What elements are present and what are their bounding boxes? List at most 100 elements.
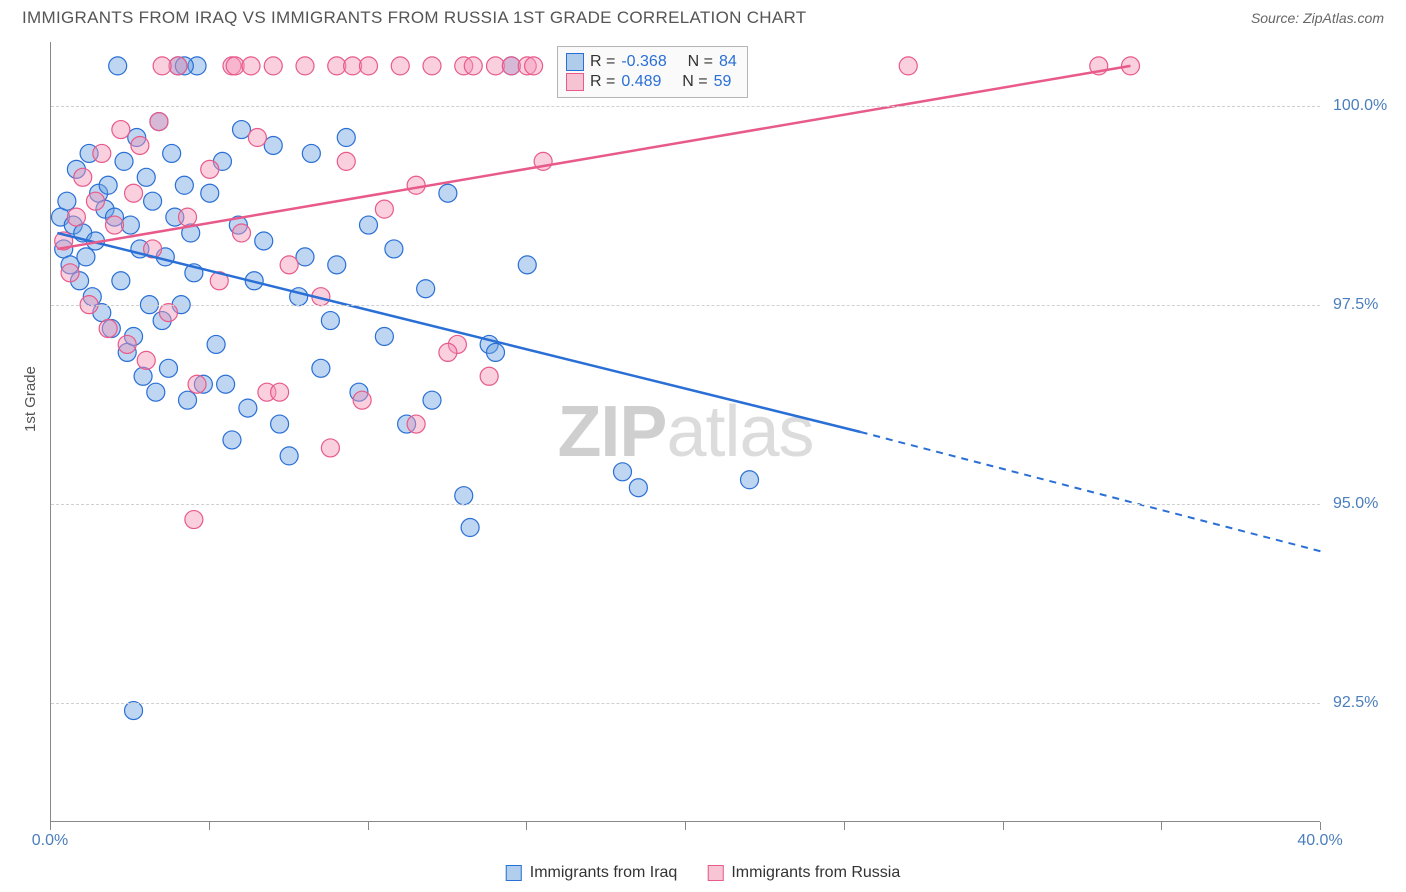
scatter-point-iraq	[487, 343, 505, 361]
scatter-point-iraq	[115, 152, 133, 170]
scatter-point-iraq	[271, 415, 289, 433]
x-tick-mark	[50, 822, 51, 830]
legend-r-value: -0.368	[621, 53, 666, 71]
scatter-point-iraq	[99, 176, 117, 194]
scatter-point-russia	[525, 57, 543, 75]
x-tick-label: 40.0%	[1297, 832, 1342, 850]
scatter-point-iraq	[360, 216, 378, 234]
scatter-point-iraq	[112, 272, 130, 290]
scatter-point-iraq	[147, 383, 165, 401]
scatter-point-russia	[99, 320, 117, 338]
legend-n-label: N =	[682, 73, 707, 91]
scatter-point-iraq	[614, 463, 632, 481]
scatter-point-russia	[899, 57, 917, 75]
scatter-point-iraq	[217, 375, 235, 393]
scatter-point-iraq	[159, 359, 177, 377]
scatter-point-russia	[61, 264, 79, 282]
legend-swatch	[566, 73, 584, 91]
plot-area: ZIPatlas R = -0.368 N = 84 R = 0.489 N =…	[50, 42, 1320, 822]
scatter-point-iraq	[461, 519, 479, 537]
y-axis-label: 1st Grade	[22, 366, 39, 432]
legend-n-value: 59	[714, 73, 732, 91]
scatter-point-iraq	[233, 121, 251, 139]
series-legend: Immigrants from Iraq Immigrants from Rus…	[506, 864, 901, 882]
scatter-point-russia	[280, 256, 298, 274]
legend-label: Immigrants from Iraq	[530, 864, 678, 882]
scatter-point-iraq	[296, 248, 314, 266]
scatter-point-russia	[179, 208, 197, 226]
scatter-point-russia	[106, 216, 124, 234]
scatter-point-iraq	[58, 192, 76, 210]
scatter-point-iraq	[239, 399, 257, 417]
scatter-point-russia	[93, 144, 111, 162]
scatter-point-russia	[153, 57, 171, 75]
scatter-point-iraq	[312, 359, 330, 377]
legend-n-value: 84	[719, 53, 737, 71]
stats-legend-row: R = 0.489 N = 59	[566, 73, 737, 91]
scatter-point-iraq	[134, 367, 152, 385]
scatter-point-iraq	[163, 144, 181, 162]
scatter-point-iraq	[629, 479, 647, 497]
scatter-point-iraq	[201, 184, 219, 202]
gridline	[51, 504, 1320, 505]
scatter-point-russia	[321, 439, 339, 457]
scatter-point-russia	[201, 160, 219, 178]
x-tick-label: 0.0%	[32, 832, 68, 850]
scatter-point-iraq	[385, 240, 403, 258]
legend-item: Immigrants from Russia	[707, 864, 900, 882]
y-tick-label: 95.0%	[1333, 495, 1378, 513]
scatter-point-iraq	[518, 256, 536, 274]
scatter-point-russia	[360, 57, 378, 75]
stats-legend-row: R = -0.368 N = 84	[566, 53, 737, 71]
scatter-svg	[51, 42, 1321, 822]
chart-title: IMMIGRANTS FROM IRAQ VS IMMIGRANTS FROM …	[22, 8, 806, 28]
scatter-point-iraq	[77, 248, 95, 266]
legend-n-label: N =	[688, 53, 713, 71]
scatter-point-russia	[264, 57, 282, 75]
scatter-point-russia	[159, 304, 177, 322]
scatter-point-russia	[353, 391, 371, 409]
x-tick-mark	[209, 822, 210, 830]
scatter-point-iraq	[328, 256, 346, 274]
scatter-point-iraq	[144, 192, 162, 210]
legend-swatch	[707, 865, 723, 881]
legend-label: Immigrants from Russia	[731, 864, 900, 882]
legend-r-value: 0.489	[621, 73, 661, 91]
scatter-point-iraq	[439, 184, 457, 202]
legend-item: Immigrants from Iraq	[506, 864, 678, 882]
scatter-point-russia	[480, 367, 498, 385]
scatter-point-russia	[375, 200, 393, 218]
x-tick-mark	[1161, 822, 1162, 830]
scatter-point-iraq	[207, 335, 225, 353]
scatter-point-iraq	[337, 129, 355, 147]
scatter-point-iraq	[264, 136, 282, 154]
trend-line-dashed-iraq	[861, 432, 1321, 551]
scatter-point-iraq	[375, 327, 393, 345]
x-tick-mark	[1003, 822, 1004, 830]
scatter-point-russia	[248, 129, 266, 147]
scatter-point-iraq	[302, 144, 320, 162]
scatter-point-iraq	[125, 702, 143, 720]
scatter-point-iraq	[417, 280, 435, 298]
scatter-point-iraq	[741, 471, 759, 489]
scatter-point-russia	[296, 57, 314, 75]
scatter-point-russia	[188, 375, 206, 393]
legend-r-label: R =	[590, 53, 615, 71]
scatter-point-iraq	[321, 312, 339, 330]
gridline	[51, 106, 1320, 107]
scatter-point-russia	[74, 168, 92, 186]
scatter-point-iraq	[280, 447, 298, 465]
scatter-point-iraq	[423, 391, 441, 409]
y-tick-label: 97.5%	[1333, 296, 1378, 314]
stats-legend: R = -0.368 N = 84 R = 0.489 N = 59	[557, 46, 748, 98]
scatter-point-russia	[112, 121, 130, 139]
x-tick-mark	[368, 822, 369, 830]
scatter-point-russia	[271, 383, 289, 401]
x-tick-mark	[685, 822, 686, 830]
scatter-point-iraq	[223, 431, 241, 449]
legend-swatch	[506, 865, 522, 881]
scatter-point-iraq	[137, 168, 155, 186]
scatter-point-iraq	[109, 57, 127, 75]
header: IMMIGRANTS FROM IRAQ VS IMMIGRANTS FROM …	[0, 0, 1406, 34]
y-tick-label: 92.5%	[1333, 694, 1378, 712]
